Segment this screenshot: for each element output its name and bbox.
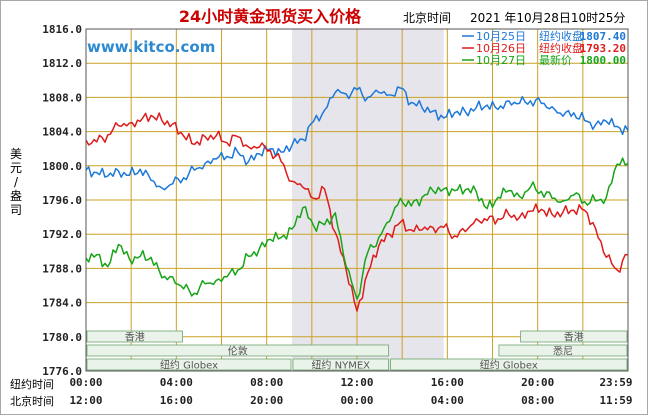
y-label-char: 美 (10, 147, 22, 161)
market-band-label: 香港 (564, 332, 584, 344)
y-label-char: / (14, 175, 19, 189)
x-row-label-newyork: 纽约时间 (10, 377, 54, 391)
legend-label: 纽约收盘 (539, 41, 583, 55)
y-label-char: 元 (10, 161, 22, 175)
x-tick-newyork: 08:00 (250, 376, 283, 389)
y-label-char: 盎 (10, 189, 22, 203)
x-tick-beijing: 08:00 (521, 394, 554, 407)
x-tick-newyork: 12:00 (340, 376, 373, 389)
chart-title: 24小时黄金现货买入价格 (179, 7, 362, 26)
timezone-label: 北京时间 (403, 11, 451, 25)
y-tick-label: 1800.0 (42, 160, 82, 173)
x-tick-newyork: 16:00 (431, 376, 464, 389)
legend-label: 最新价 (539, 53, 572, 67)
x-tick-newyork: 20:00 (521, 376, 554, 389)
y-tick-label: 1776.0 (42, 365, 82, 378)
market-band-label: 纽约 NYMEX (311, 359, 370, 372)
legend-value: 1793.20 (580, 42, 626, 55)
x-tick-beijing: 20:00 (250, 394, 283, 407)
y-tick-label: 1792.0 (42, 228, 82, 241)
y-tick-label: 1796.0 (42, 194, 82, 207)
y-tick-label: 1784.0 (42, 297, 82, 310)
legend-value: 1800.00 (580, 54, 626, 67)
y-tick-label: 1788.0 (42, 262, 82, 275)
market-band (498, 344, 628, 357)
y-tick-labels: 1816.0 1812.0 1808.0 1804.0 1800.0 1796.0 1792… (42, 23, 82, 378)
watermark: www.kitco.com (87, 38, 215, 56)
series-line-1 (85, 86, 629, 191)
x-tick-newyork: 00:00 (69, 376, 102, 389)
x-tick-beijing: 04:00 (431, 394, 464, 407)
y-label-char: 司 (10, 203, 22, 217)
y-axis-label: 美元/盎司 (10, 147, 22, 217)
y-tick-label: 1816.0 (42, 23, 82, 36)
market-band (86, 358, 292, 371)
x-tick-beijing: 12:00 (69, 394, 102, 407)
x-tick-newyork: 04:00 (160, 376, 193, 389)
series-line-3 (85, 157, 629, 300)
market-band (292, 358, 389, 371)
legend-label: 纽约收盘 (539, 29, 583, 43)
x-tick-beijing: 16:00 (160, 394, 193, 407)
y-tick-label: 1812.0 (42, 57, 82, 70)
market-band (86, 330, 183, 343)
x-row-label-beijing: 北京时间 (10, 394, 54, 408)
x-tick-beijing: 11:59 (599, 394, 632, 407)
legend-date: 10月25日 (476, 30, 526, 43)
market-band (390, 358, 628, 371)
market-band-label: 悉尼 (553, 346, 573, 358)
series-lines (85, 86, 629, 312)
y-tick-label: 1780.0 (42, 331, 82, 344)
legend-date: 10月26日 (476, 42, 526, 55)
market-band-label: 香港 (125, 332, 145, 344)
market-band-label: 纽约 Globex (480, 359, 538, 372)
market-band (520, 330, 628, 343)
market-band-label: 纽约 Globex (160, 359, 218, 372)
market-band-label: 伦敦 (228, 345, 248, 358)
x-tick-labels: 00:00 12:00 04:00 16:00 08:00 20:00 12:00 00:00… (69, 376, 632, 407)
legend-value: 1807.40 (580, 30, 626, 43)
market-band (86, 344, 389, 357)
y-tick-label: 1804.0 (42, 126, 82, 139)
y-tick-label: 1808.0 (42, 91, 82, 104)
timestamp-label: 2021 年10月28日10时25分 (470, 11, 625, 25)
x-tick-newyork: 23:59 (599, 376, 632, 389)
plot-frame (85, 28, 629, 372)
series-line-2 (85, 112, 629, 312)
x-tick-beijing: 00:00 (340, 394, 373, 407)
legend-date: 10月27日 (476, 54, 526, 67)
